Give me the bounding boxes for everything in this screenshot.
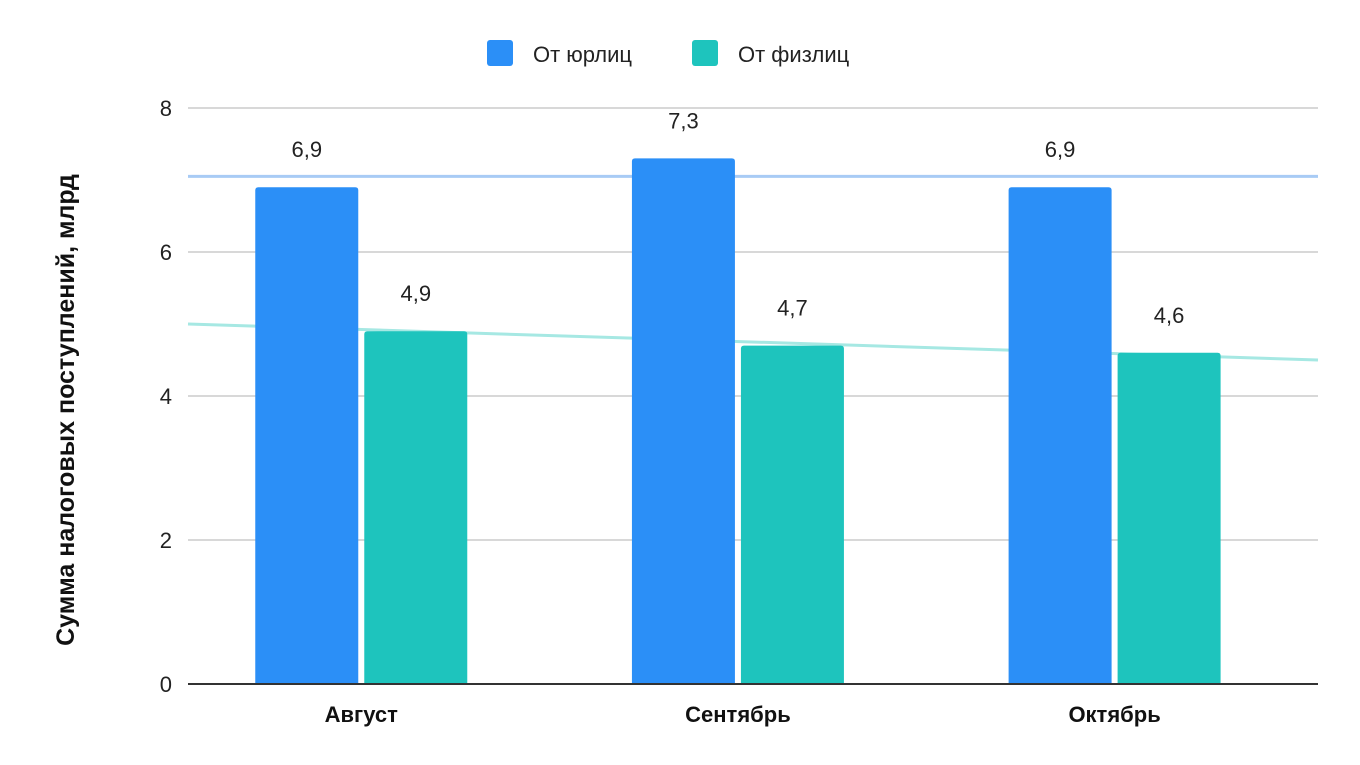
data-label: 6,9 xyxy=(291,137,322,162)
legend-swatch xyxy=(487,40,513,66)
y-axis-title: Сумма налоговых поступлений, млрд xyxy=(52,174,80,646)
data-label: 4,9 xyxy=(400,281,431,306)
bars xyxy=(255,158,1221,684)
x-tick-label: Сентябрь xyxy=(685,702,791,727)
legend-label: От юрлиц xyxy=(533,42,632,67)
bar-individual-2 xyxy=(1117,352,1221,684)
y-tick-label: 8 xyxy=(160,96,172,121)
bar-legal-0 xyxy=(255,187,359,684)
y-tick-label: 4 xyxy=(160,384,172,409)
y-tick-label: 6 xyxy=(160,240,172,265)
legend-swatch xyxy=(692,40,718,66)
bar-legal-1 xyxy=(631,158,735,684)
data-label: 4,6 xyxy=(1154,303,1185,328)
y-tick-label: 2 xyxy=(160,528,172,553)
data-label: 6,9 xyxy=(1045,137,1076,162)
legend: От юрлиц От физлиц xyxy=(487,40,850,67)
legend-label: От физлиц xyxy=(738,42,850,67)
axes: 0 2 4 6 8 Август Сентябрь Октябрь xyxy=(160,96,1318,727)
bar-individual-0 xyxy=(364,331,468,684)
x-tick-label: Октябрь xyxy=(1068,702,1160,727)
data-label: 7,3 xyxy=(668,108,699,133)
bar-legal-2 xyxy=(1008,187,1112,684)
data-labels: 6,9 4,9 7,3 4,7 6,9 4,6 xyxy=(291,108,1184,327)
bar-individual-1 xyxy=(740,345,844,684)
x-tick-label: Август xyxy=(325,702,398,727)
data-label: 4,7 xyxy=(777,296,808,321)
y-tick-label: 0 xyxy=(160,672,172,697)
